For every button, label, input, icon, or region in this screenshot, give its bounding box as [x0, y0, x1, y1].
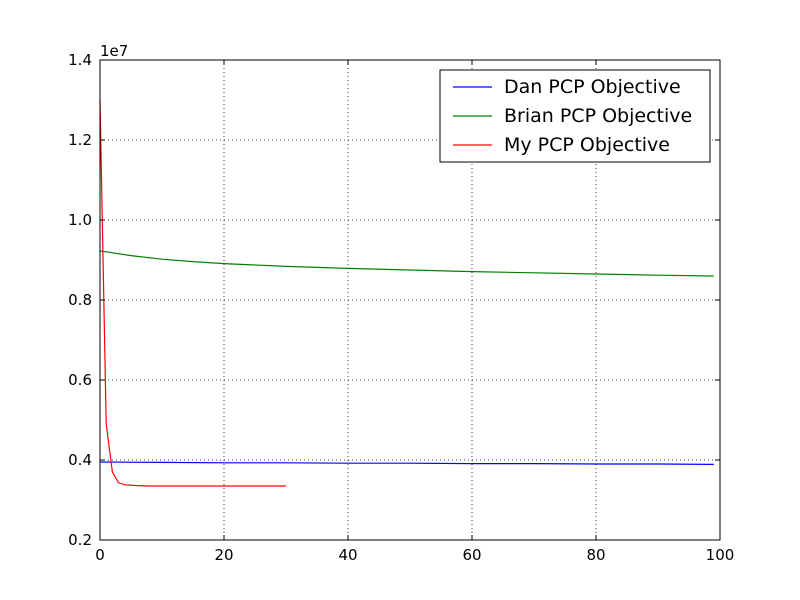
x-tick-label: 60	[462, 546, 481, 564]
x-tick-label: 80	[586, 546, 605, 564]
series-line-brian-pcp-objective	[99, 250, 714, 277]
y-tick-label: 1.4	[68, 51, 92, 69]
y-tick-label: 0.2	[68, 531, 92, 549]
y-tick-label: 0.4	[68, 451, 92, 469]
x-tick-label: 0	[95, 546, 105, 564]
series-line-dan-pcp-objective	[99, 461, 714, 465]
x-tick-label: 20	[214, 546, 233, 564]
x-tick-label: 40	[338, 546, 357, 564]
series-lines	[99, 99, 714, 487]
legend: Dan PCP Objective Brian PCP Objective My P…	[439, 69, 711, 163]
y-tick-label: 0.8	[68, 291, 92, 309]
legend-label: Brian PCP Objective	[504, 105, 692, 127]
y-tick-label: 0.6	[68, 371, 92, 389]
legend-label: Dan PCP Objective	[504, 76, 681, 98]
y-tick-label: 1.2	[68, 131, 92, 149]
y-offset-label: 1e7	[100, 42, 128, 60]
legend-label: My PCP Objective	[504, 134, 670, 156]
x-tick-label: 100	[706, 546, 735, 564]
series-line-my-pcp-objective	[99, 99, 286, 487]
axis-ticks: 0 20 40 60 80 100 0.2 0.4 0.6 0.8 1.0 1.2 1.4	[68, 51, 734, 564]
y-tick-label: 1.0	[68, 211, 92, 229]
